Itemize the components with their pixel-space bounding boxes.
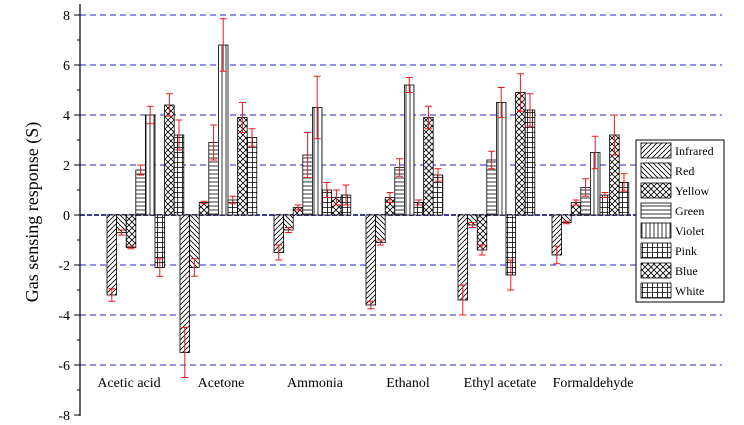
bar-blue-0 xyxy=(164,104,175,216)
bar-green-0 xyxy=(135,169,146,216)
y-tick-label: -6 xyxy=(58,359,70,374)
bar-violet-0 xyxy=(144,114,156,216)
category-label: Ethyl acetate xyxy=(464,376,537,391)
y-axis: -8 -6 -4 -2 0 2 4 6 8 xyxy=(58,4,81,424)
bar-white-1 xyxy=(246,137,258,216)
category-label: Acetic acid xyxy=(97,376,160,391)
bars xyxy=(106,18,630,378)
legend-label: White xyxy=(675,284,704,298)
legend-swatch xyxy=(640,222,672,239)
legend-label: Green xyxy=(675,204,704,218)
legend-label: Infrared xyxy=(675,144,714,158)
bar-yellow-1 xyxy=(198,202,210,216)
bar-infrared-3 xyxy=(365,214,377,306)
bar-yellow-0 xyxy=(125,214,137,248)
legend-swatch xyxy=(640,142,672,159)
y-axis-label: Gas sensing response (S) xyxy=(22,122,43,302)
legend-swatch xyxy=(640,282,672,299)
bar-violet-3 xyxy=(403,84,415,216)
legend-swatch xyxy=(640,242,672,259)
legend-swatch xyxy=(640,262,672,279)
bar-infrared-0 xyxy=(106,214,118,296)
legend-swatch xyxy=(640,202,672,219)
category-label: Ethanol xyxy=(386,376,430,391)
y-tick-label: -4 xyxy=(58,309,70,324)
legend-label: Violet xyxy=(675,224,705,238)
bar-red-3 xyxy=(375,214,386,243)
legend: Infrared Red Yellow Green Violet Pink Blue Whit… xyxy=(635,139,725,303)
y-tick-label: -8 xyxy=(58,409,70,424)
y-tick-label: 8 xyxy=(63,9,70,24)
category-label: Formaldehyde xyxy=(553,376,634,391)
y-tick-label: 2 xyxy=(63,159,70,174)
y-tick-label: 6 xyxy=(63,59,70,74)
y-tick-label: 4 xyxy=(63,109,70,124)
y-tick-label: -2 xyxy=(58,259,70,274)
legend-label: Pink xyxy=(675,244,697,258)
category-label: Acetone xyxy=(198,376,245,391)
bar-blue-3 xyxy=(423,117,434,216)
bar-violet-4 xyxy=(495,102,507,216)
category-labels: Acetic acid Acetone Ammonia Ethanol Ethyl ac… xyxy=(97,376,633,391)
y-tick-label: 0 xyxy=(63,209,70,224)
legend-label: Red xyxy=(675,164,694,178)
legend-swatch xyxy=(640,182,672,199)
legend-label: Yellow xyxy=(675,184,709,198)
legend-swatch xyxy=(640,162,672,179)
legend-label: Blue xyxy=(675,264,698,278)
category-label: Ammonia xyxy=(287,376,344,391)
